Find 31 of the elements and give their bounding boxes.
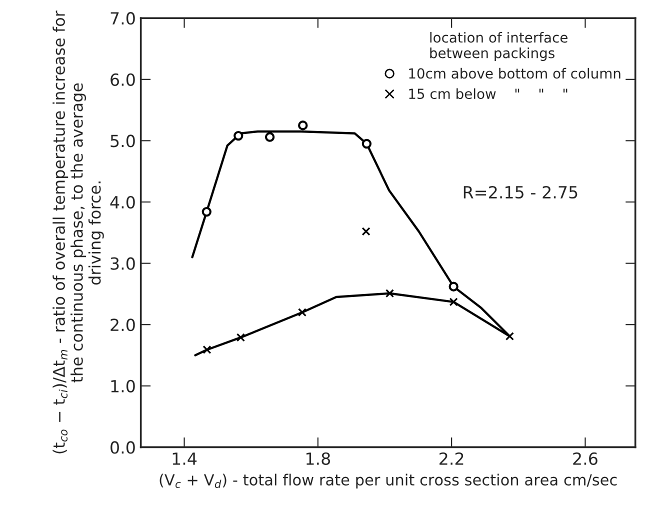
y-tick-label: 0.0 (110, 441, 135, 454)
x-tick-label: 2.6 (573, 452, 598, 465)
legend-title: location of interface between packings (430, 32, 568, 61)
x-axis-title: (V$_{c}$ + V$_{d}$) - total flow rate per unit cross section area cm/sec (160, 474, 617, 489)
point (362, 138, 372, 149)
y-tick-label: 3.0 (110, 257, 135, 270)
x-tick-label: 1.4 (172, 452, 197, 465)
point (236, 333, 246, 342)
y-tick-label: 7.0 (110, 12, 135, 25)
point (264, 132, 275, 142)
point (385, 289, 394, 298)
point (505, 332, 514, 341)
legend-label: 10cm above bottom of column (409, 68, 620, 79)
point (234, 130, 244, 141)
x-tick-label: 2.2 (440, 452, 464, 465)
y-tick-label: 5.0 (110, 134, 135, 148)
y-tick-label: 4.0 (110, 196, 135, 209)
point (202, 206, 212, 217)
point (298, 120, 308, 130)
point (298, 308, 307, 317)
text: (t$_{co}$ − t$_{ci}$)/Δt$_{m}$ - ratio of overall temperature increase for the continuous phase, to the average driving force. (52, 10, 104, 454)
point (449, 298, 458, 306)
y-tick-label: 2.0 (110, 318, 135, 332)
point (202, 345, 212, 354)
point (448, 282, 458, 292)
y-tick-label: 1.0 (111, 380, 135, 392)
annotation: R=2.15 - 2.75 (464, 186, 578, 199)
y-tick-label: 6.0 (110, 73, 135, 86)
legend-label: 15 cm below " " " (409, 88, 568, 100)
point (362, 227, 370, 236)
x-tick-label: 1.8 (306, 452, 330, 465)
